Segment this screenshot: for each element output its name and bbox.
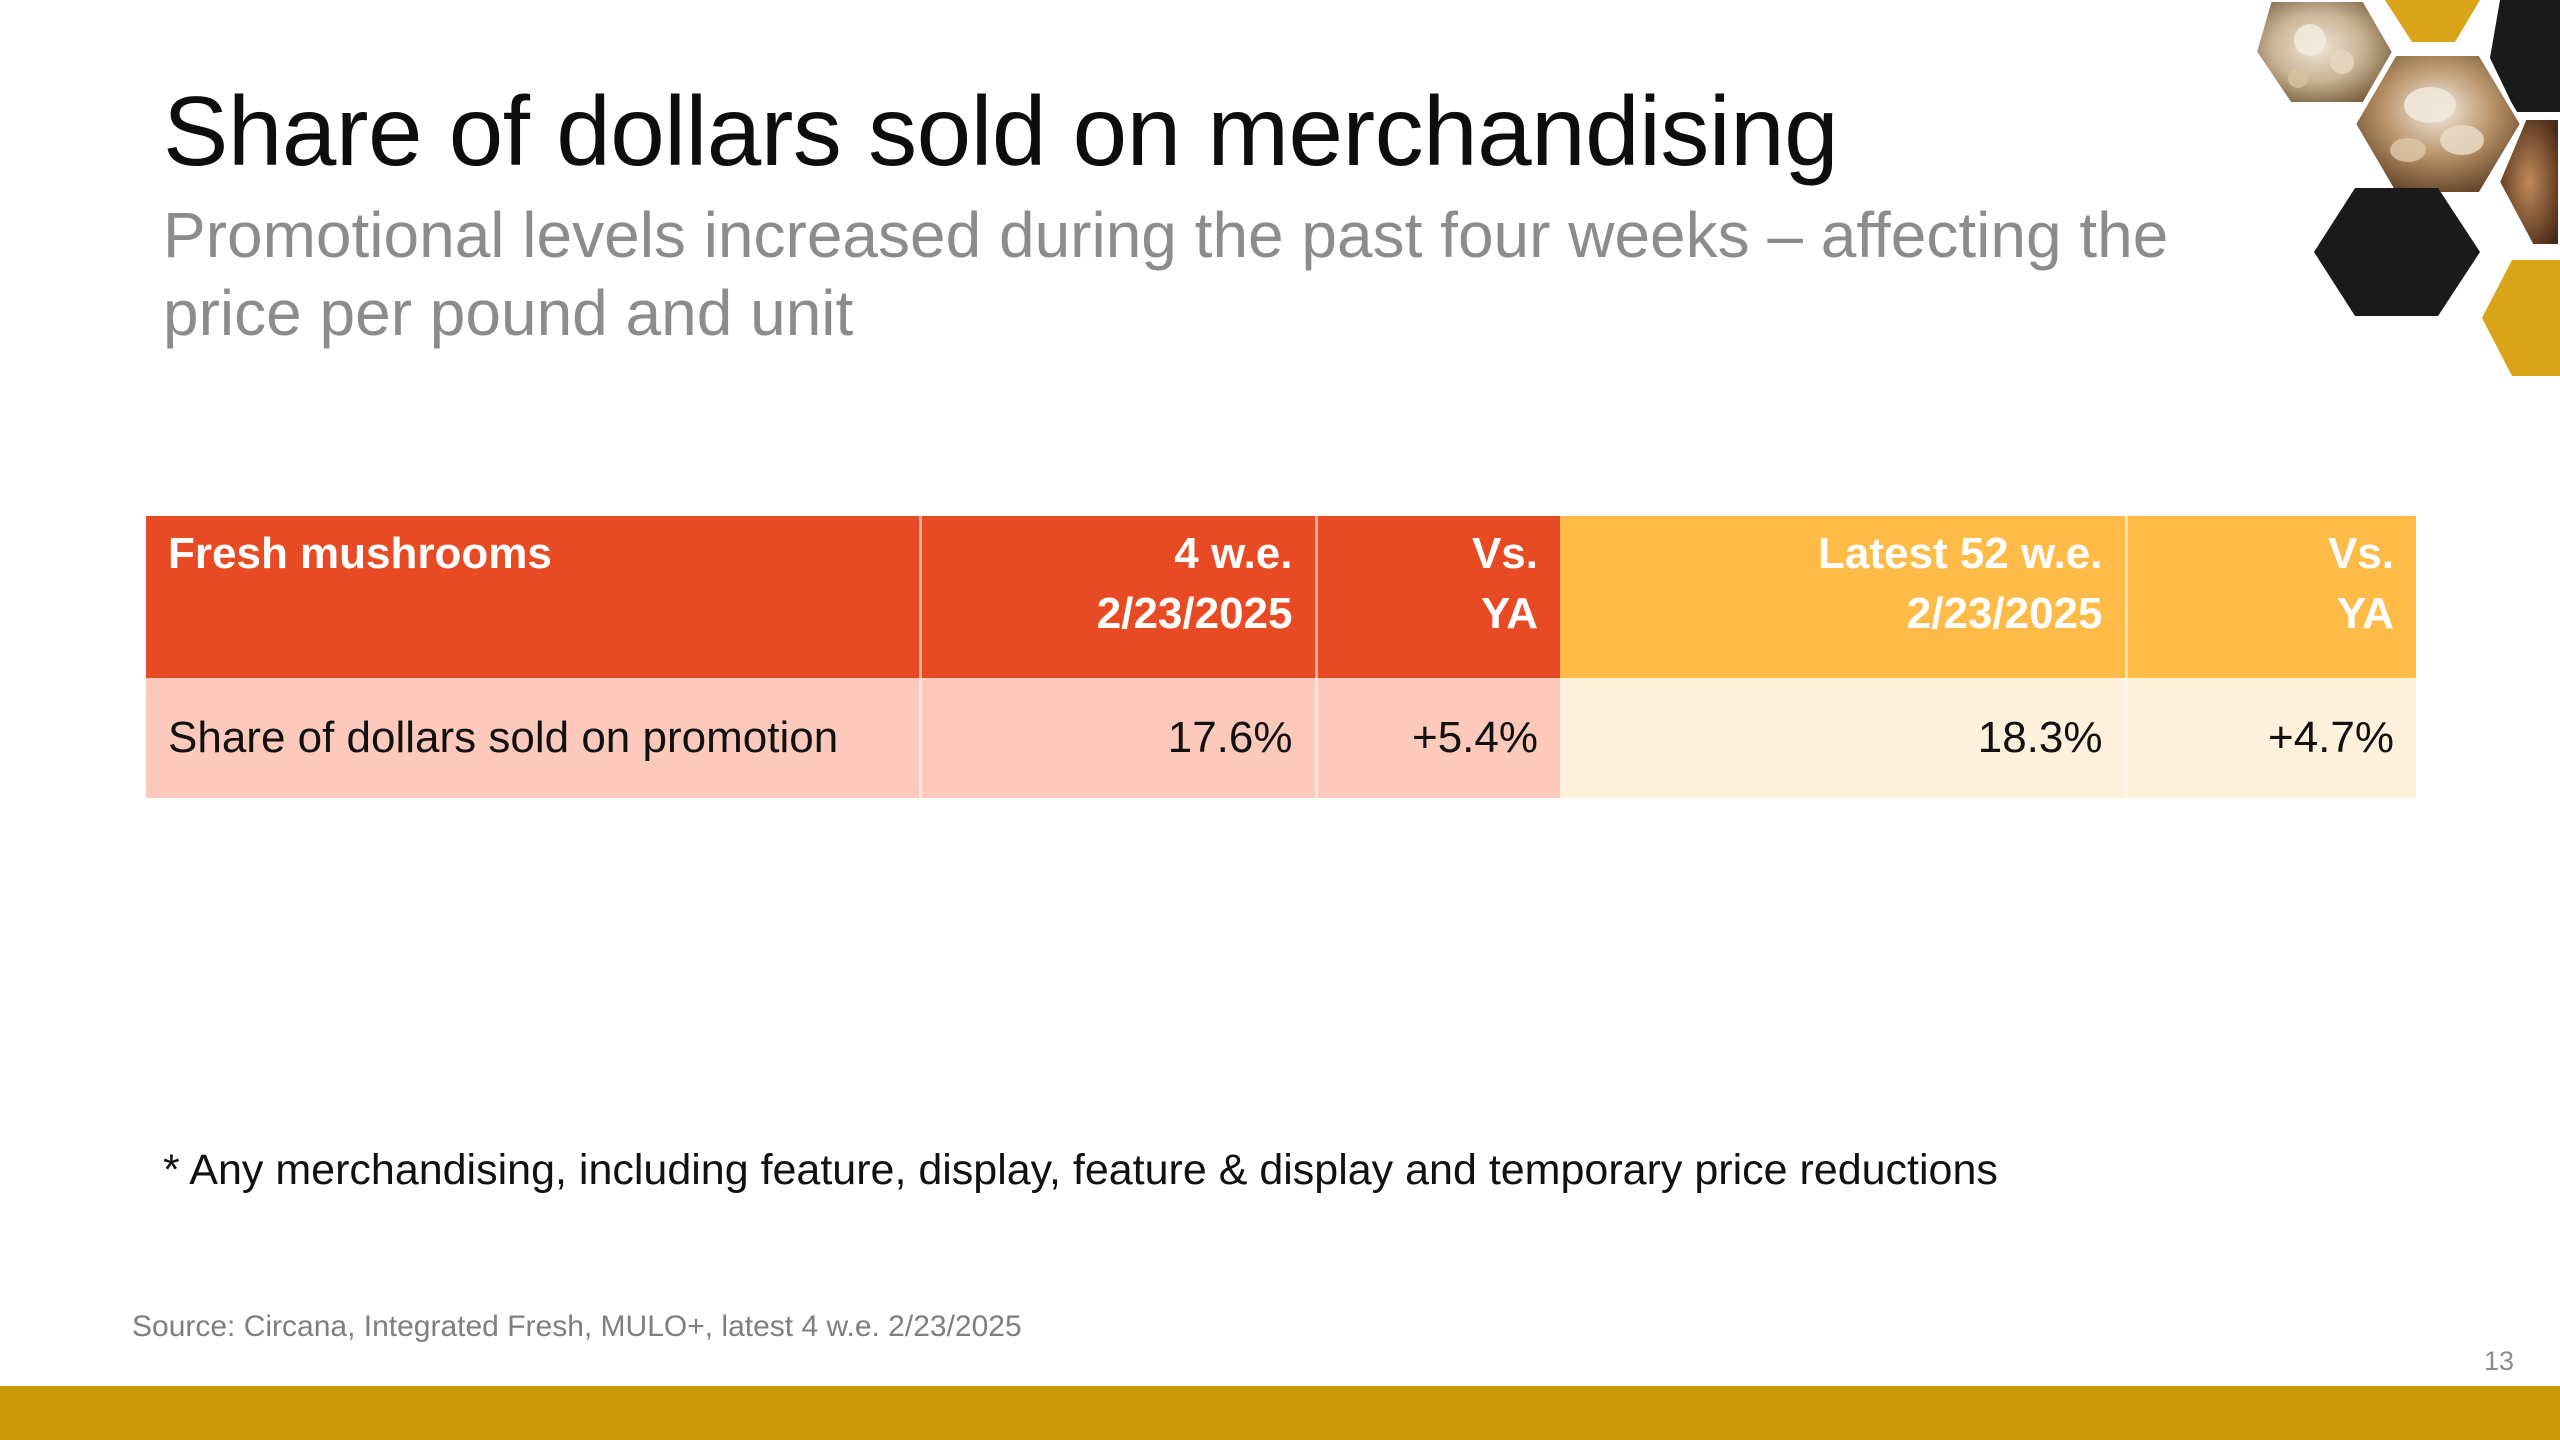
black-hex-middle [2314,188,2480,316]
header-vs-ya-4-week: Vs. YA [1316,516,1560,678]
header-vs-ya-52-line2: YA [2336,589,2394,638]
header-4-week: 4 w.e. 2/23/2025 [920,516,1318,678]
row-label: Share of dollars sold on promotion [146,678,922,798]
header-52-week: Latest 52 w.e. 2/23/2025 [1560,516,2128,678]
page-number: 13 [2483,1346,2514,1376]
slide-title: Share of dollars sold on merchandising [163,76,1839,186]
value-vs-ya-4-week: +5.4% [1316,678,1560,798]
gold-hex-bottom [2482,260,2560,376]
hexagon-mushroom-decoration [2252,0,2560,376]
value-52-week: 18.3% [1560,678,2128,798]
header-vs-ya-52-week: Vs. YA [2126,516,2416,678]
header-category-label: Fresh mushrooms [168,529,552,578]
slide-subtitle: Promotional levels increased during the … [163,199,2169,349]
header-52-week-line2: 2/23/2025 [1906,589,2103,638]
table-header-row: Fresh mushrooms 4 w.e. 2/23/2025 Vs. YA … [146,516,2416,678]
header-category: Fresh mushrooms [146,516,922,678]
value-vs-ya-52-week: +4.7% [2126,678,2416,798]
header-vs-ya-4-line1: Vs. [1471,529,1538,578]
value-4-week: 17.6% [920,678,1318,798]
table-row: Share of dollars sold on promotion 17.6%… [146,678,2416,798]
mushroom-photo-hex-2 [2351,52,2525,196]
header-52-week-line1: Latest 52 w.e. [1818,529,2103,578]
source-note: Source: Circana, Integrated Fresh, MULO+… [132,1310,1022,1343]
header-vs-ya-4-line2: YA [1480,589,1538,638]
black-hex-top-right [2490,0,2560,112]
gold-hex-top [2385,0,2480,42]
bottom-accent-bar [0,1386,2560,1440]
header-4-week-line2: 2/23/2025 [1096,589,1293,638]
mushroom-photo-hex-3 [2495,116,2560,248]
header-vs-ya-52-line1: Vs. [2327,529,2394,578]
header-4-week-line1: 4 w.e. [1174,529,1293,578]
promotion-share-table: Fresh mushrooms 4 w.e. 2/23/2025 Vs. YA … [146,516,2416,798]
footnote: * Any merchandising, including feature, … [163,1146,1998,1194]
